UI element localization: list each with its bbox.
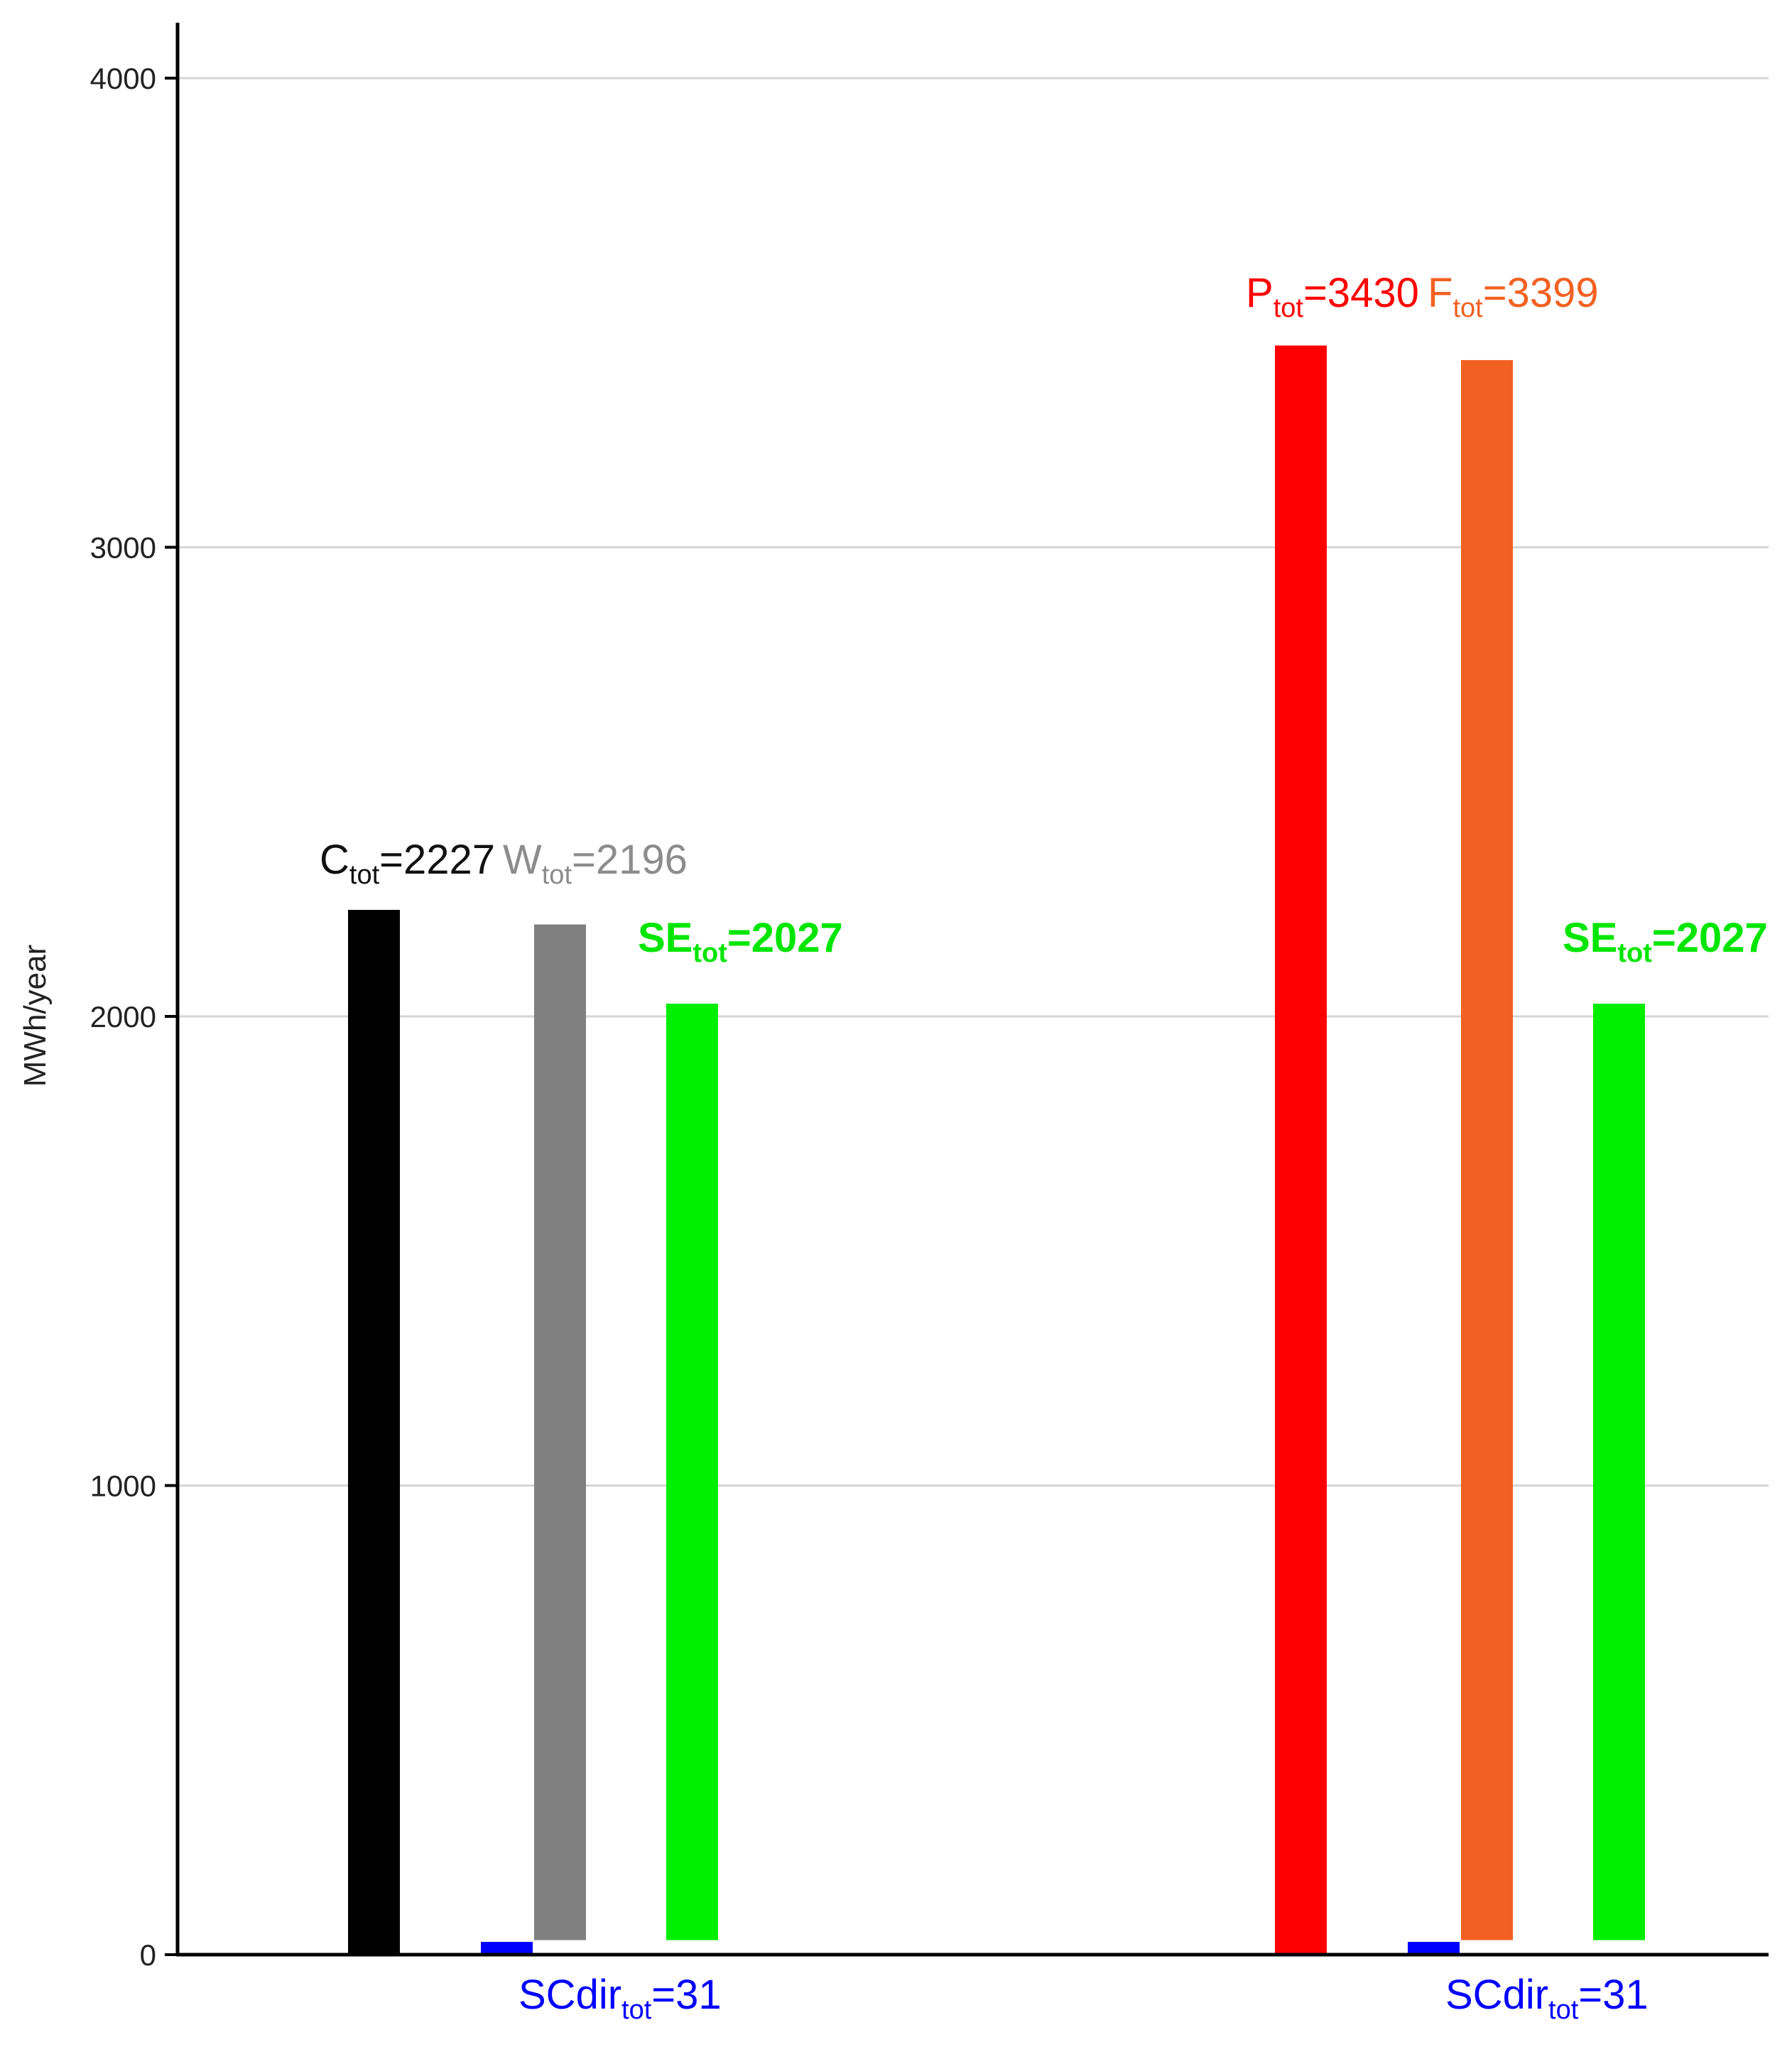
axes: [175, 23, 1769, 1957]
bar-label-se: SEtot=2027: [638, 915, 843, 968]
y-tick-label: 3000: [90, 531, 156, 565]
bar-se: [1593, 1004, 1645, 1940]
bar-scdir: [481, 1942, 533, 1955]
bar-label-scdir: SCdirtot=31: [518, 1972, 722, 2025]
bar-label-w: Wtot=2196: [503, 837, 688, 890]
bar-p: [1275, 345, 1327, 1955]
bar-se: [666, 1004, 718, 1940]
bar-label-se: SEtot=2027: [1563, 915, 1768, 968]
bar-labels: Ctot=2227 SCdirtot=31 Wtot=2196 SEtot=2027 P…: [320, 270, 1768, 2025]
y-tick-label: 4000: [90, 62, 156, 95]
y-axis-title: MWh/year: [18, 945, 53, 1087]
y-tick-label: 2000: [90, 1000, 156, 1033]
y-tick-labels: 0 1000 2000 3000 4000: [90, 62, 178, 1972]
bars: [348, 345, 1645, 1955]
bar-label-scdir: SCdirtot=31: [1445, 1972, 1649, 2025]
bar-label-p: Ptot=3430: [1246, 270, 1419, 323]
y-tick-label: 1000: [90, 1470, 156, 1503]
bar-label-c: Ctot=2227: [320, 837, 495, 890]
bar-label-f: Ftot=3399: [1428, 270, 1599, 323]
bar-w: [534, 924, 586, 1940]
y-tick-label: 0: [140, 1938, 156, 1972]
bar-f: [1461, 359, 1513, 1940]
bar-scdir: [1408, 1942, 1460, 1955]
bar-c: [348, 910, 400, 1955]
